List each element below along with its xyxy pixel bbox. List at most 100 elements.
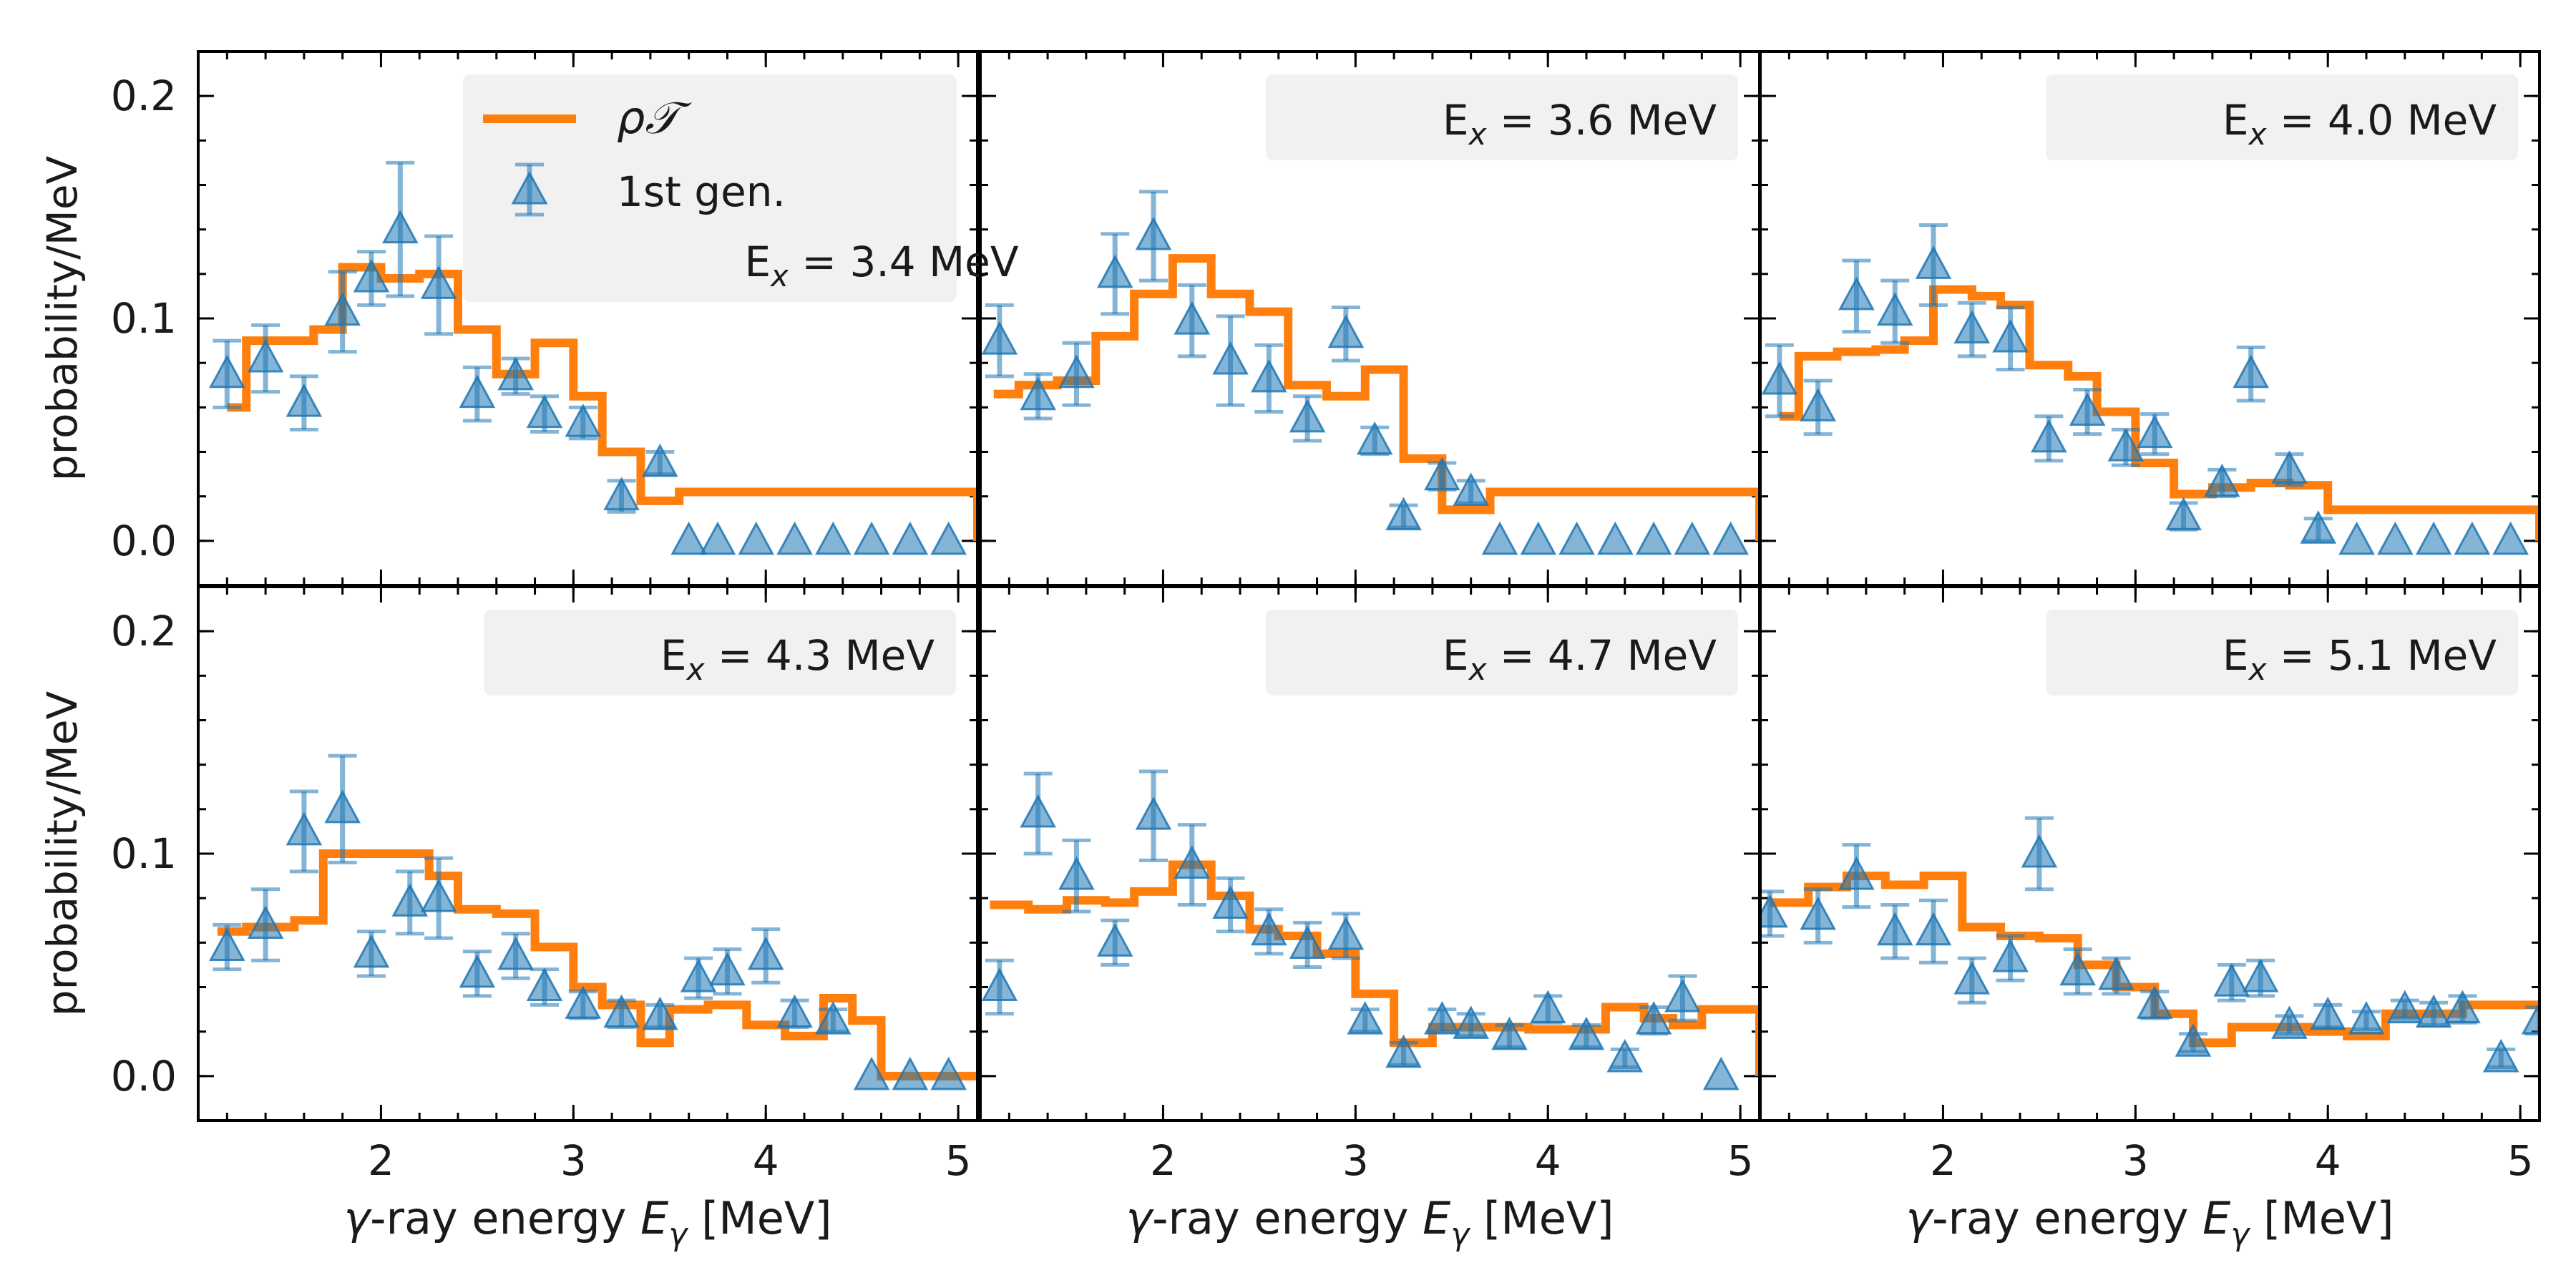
triangle-marker: [981, 967, 1018, 1001]
plot-area: [981, 769, 1760, 1091]
data-point: [1558, 521, 1595, 555]
data-point: [324, 753, 361, 864]
data-point: [2482, 1038, 2519, 1073]
x-tick-label: 3: [560, 1136, 587, 1185]
triangle-marker: [2309, 996, 2346, 1030]
data-point: [1289, 920, 1326, 970]
triangle-marker: [1992, 938, 2029, 972]
triangle-marker: [1020, 794, 1056, 828]
y-tick-label: 0.2: [111, 72, 177, 120]
legend-data-label: 1st gen.: [617, 167, 786, 216]
triangle-marker: [1953, 310, 1991, 344]
axes-frame: [1759, 585, 2541, 1122]
data-point: [1347, 1000, 1384, 1035]
triangle-marker: [1953, 961, 1991, 995]
data-point: [1385, 1034, 1422, 1068]
data-point: [2492, 521, 2529, 555]
triangle-marker: [603, 994, 640, 1028]
data-point: [2021, 816, 2058, 892]
triangle-marker: [1347, 1000, 1384, 1035]
plot-area: [209, 753, 977, 1091]
x-tick-label: 5: [945, 1136, 972, 1185]
triangle-marker: [209, 354, 245, 389]
data-point: [565, 403, 602, 441]
triangle-marker: [680, 958, 717, 992]
model-step-line: [1779, 285, 2540, 541]
triangle-marker: [2521, 1000, 2540, 1035]
triangle-marker: [459, 954, 496, 988]
data-point: [353, 930, 390, 978]
triangle-marker: [853, 1056, 890, 1091]
data-point: [209, 922, 245, 972]
panel-5: 2 3 4 5 Ex = 4.7 MeV γ-ray energy Eγ [MeV]: [979, 585, 1761, 1253]
triangle-marker: [391, 883, 429, 917]
triangle-marker: [1838, 276, 1875, 311]
triangle-marker: [2415, 521, 2452, 555]
plot-area: [1760, 816, 2540, 1073]
data-point: [1915, 223, 1952, 307]
triangle-marker: [1174, 845, 1211, 879]
data-point: [2271, 1005, 2308, 1039]
triangle-marker: [286, 383, 323, 417]
triangle-marker: [1800, 896, 1836, 930]
triangle-marker: [815, 521, 852, 555]
x-tick-label: 4: [1535, 1136, 1561, 1185]
triangle-marker: [2098, 956, 2135, 990]
data-point: [286, 789, 323, 874]
data-point: [2415, 994, 2452, 1028]
triangle-marker: [526, 967, 563, 1001]
data-point: [2098, 956, 2135, 996]
data-point: [2204, 463, 2240, 499]
data-point: [459, 365, 496, 423]
triangle-marker: [1251, 912, 1287, 946]
triangle-marker: [1327, 314, 1365, 348]
triangle-marker: [1356, 421, 1393, 455]
data-point: [2377, 521, 2414, 555]
data-point: [1174, 283, 1211, 358]
x-tick-label: 3: [2122, 1136, 2149, 1185]
data-point: [680, 956, 717, 1000]
triangle-marker: [670, 521, 707, 555]
triangle-marker: [738, 521, 775, 555]
data-point: [1953, 301, 1991, 358]
ex-label: Ex = 4.7 MeV: [1443, 631, 1717, 687]
data-point: [670, 521, 707, 555]
triangle-marker: [2348, 1000, 2385, 1035]
data-point: [382, 160, 419, 298]
data-point: [2242, 958, 2279, 998]
data-point: [2107, 427, 2145, 467]
data-point: [2521, 1000, 2540, 1036]
triangle-marker: [1597, 521, 1634, 555]
data-point: [776, 994, 813, 1029]
x-axis-label: γ-ray energy Eγ [MeV]: [1906, 1192, 2394, 1253]
panel-6: 2 3 4 5 Ex = 5.1 MeV γ-ray energy Eγ [MeV]: [1759, 585, 2541, 1253]
data-point: [1606, 1038, 1644, 1073]
triangle-marker: [699, 521, 736, 555]
triangle-marker: [420, 879, 457, 912]
triangle-marker: [2136, 414, 2173, 449]
data-point: [1674, 521, 1711, 555]
data-point: [1385, 497, 1422, 531]
x-tick-label: 5: [2507, 1136, 2534, 1185]
data-point: [1096, 232, 1133, 316]
triangle-marker: [2213, 963, 2250, 997]
triangle-marker: [2204, 463, 2240, 497]
triangle-marker: [1635, 1000, 1672, 1035]
data-point: [1174, 823, 1211, 907]
triangle-marker: [420, 265, 457, 299]
triangle-marker: [2107, 428, 2145, 462]
triangle-marker: [324, 292, 361, 326]
triangle-marker: [1424, 457, 1460, 491]
data-point: [2300, 510, 2337, 544]
data-point: [981, 303, 1018, 379]
plot-area: [209, 160, 977, 555]
triangle-marker: [1289, 925, 1326, 959]
triangle-marker: [1712, 521, 1749, 555]
x-tick-label: 5: [1727, 1136, 1754, 1185]
axes-frame: [197, 585, 979, 1122]
x-axis-label: γ-ray energy Eγ [MeV]: [1126, 1192, 1614, 1253]
data-point: [497, 356, 534, 396]
y-axis-label: probability/MeV: [38, 691, 87, 1016]
y-tick-label: 0.2: [111, 607, 177, 655]
data-point: [353, 250, 390, 307]
